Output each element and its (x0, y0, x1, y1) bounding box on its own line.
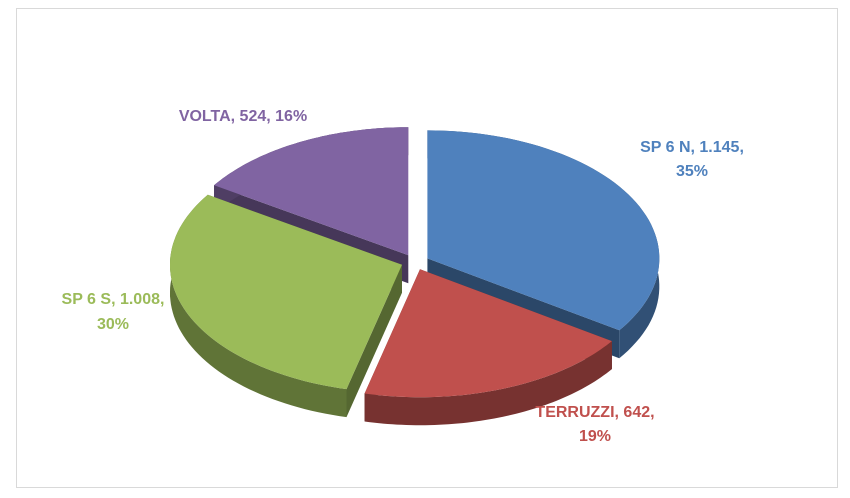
data-label: TERRUZZI, 642, (535, 404, 654, 421)
label-percent: 19% (579, 428, 611, 445)
label-percent: 35% (676, 163, 708, 180)
label-category: SP 6 N (640, 139, 690, 156)
slice-wall (364, 341, 612, 426)
label-separator: , (739, 139, 743, 156)
label-separator: , (266, 108, 275, 125)
slice-side (346, 264, 402, 418)
label-value: 1.145 (699, 139, 739, 156)
label-separator: , (650, 404, 654, 421)
label-separator: , (111, 291, 120, 308)
label-value: 1.008 (120, 291, 160, 308)
label-category: TERRUZZI (535, 404, 614, 421)
slice-wall (170, 194, 347, 418)
label-percent: 16% (275, 108, 307, 125)
slice (170, 194, 402, 390)
label-value: 642 (623, 404, 650, 421)
slice (364, 269, 612, 398)
label-percent: 30% (97, 316, 129, 333)
label-separator: , (691, 139, 700, 156)
label-category: VOLTA (179, 108, 231, 125)
data-label: SP 6 N, 1.145, (640, 139, 744, 156)
label-category: SP 6 S (62, 291, 112, 308)
label-separator: , (231, 108, 240, 125)
label-separator: , (160, 291, 164, 308)
slice (427, 130, 660, 331)
data-label: SP 6 S, 1.008, (62, 291, 165, 308)
label-value: 524 (240, 108, 267, 125)
data-label: VOLTA, 524, 16% (179, 108, 307, 125)
slice (214, 127, 409, 256)
label-separator: , (615, 404, 624, 421)
